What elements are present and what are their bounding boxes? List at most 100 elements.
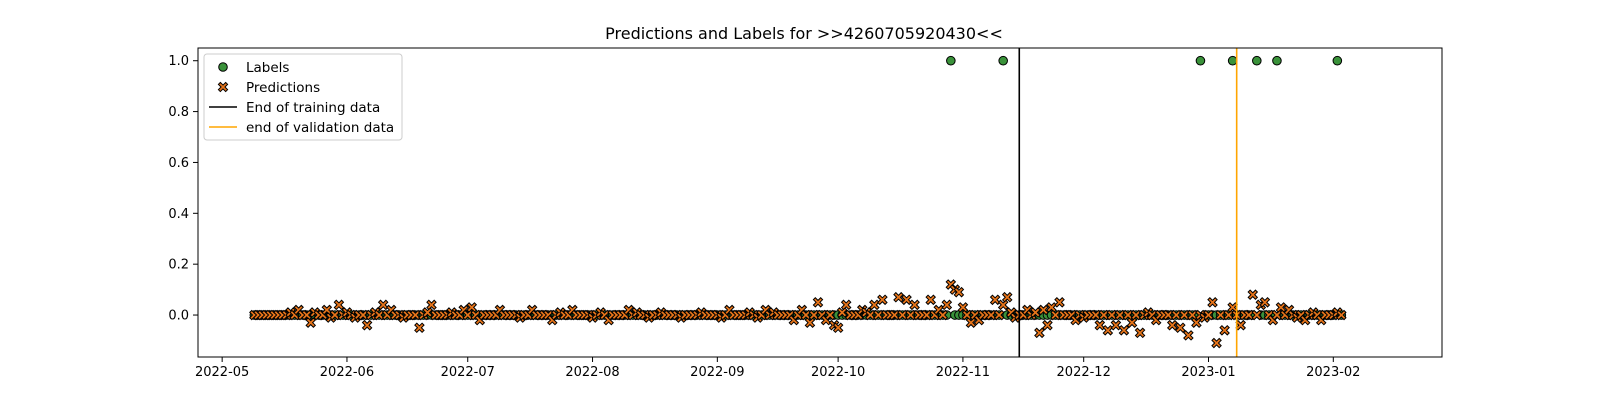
x-tick-label: 2023-01: [1181, 365, 1235, 380]
prediction-point: [1179, 309, 1190, 321]
prediction-point: [1110, 319, 1122, 331]
prediction-point: [1134, 327, 1146, 339]
prediction-point: [873, 309, 884, 321]
prediction-point: [1001, 291, 1013, 303]
prediction-point: [840, 299, 852, 311]
plot-frame: [197, 47, 1443, 358]
prediction-point: [377, 299, 389, 311]
prediction-point: [426, 299, 437, 311]
legend: Labels Predictions End of training data end…: [203, 53, 403, 141]
legend-label: Predictions: [246, 80, 320, 96]
label-point: [946, 55, 956, 66]
prediction-point: [865, 309, 876, 321]
y-tick-label: 1.0: [168, 54, 189, 69]
legend-item: End of training data: [209, 100, 380, 116]
prediction-point: [889, 309, 900, 321]
y-axis: 0.0 0.2 0.4 0.6 0.8 1.0: [168, 54, 198, 324]
prediction-point: [1094, 319, 1106, 331]
legend-item: Predictions: [217, 80, 320, 96]
prediction-point: [909, 299, 920, 311]
prediction-point: [1030, 307, 1041, 318]
prediction-point: [893, 291, 904, 303]
x-tick-label: 2022-08: [565, 365, 619, 380]
y-tick-label: 0.6: [168, 156, 189, 171]
label-point: [1227, 55, 1238, 66]
legend-marker-predictions: [217, 81, 229, 93]
x-tick-label: 2023-02: [1306, 365, 1360, 380]
prediction-point: [941, 299, 953, 311]
prediction-point: [1050, 309, 1061, 321]
prediction-point: [1102, 324, 1114, 336]
prediction-point: [1183, 330, 1194, 341]
prediction-point: [1243, 309, 1255, 321]
label-point: [1272, 55, 1282, 66]
y-tick-label: 0.4: [168, 207, 189, 222]
prediction-point: [333, 299, 345, 311]
prediction-point: [997, 299, 1009, 311]
prediction-point: [897, 309, 908, 321]
prediction-point: [921, 309, 932, 321]
prediction-point: [925, 294, 937, 306]
prediction-point: [812, 297, 824, 308]
prediction-point: [1098, 309, 1110, 321]
prediction-point: [824, 309, 836, 321]
prediction-point: [329, 309, 341, 321]
y-tick-label: 0.2: [168, 258, 189, 273]
x-tick-label: 2022-12: [1057, 365, 1111, 380]
prediction-point: [1130, 309, 1142, 321]
x-tick-label: 2022-05: [195, 365, 249, 380]
prediction-point: [901, 294, 912, 306]
x-tick-label: 2022-11: [936, 365, 990, 380]
prediction-point: [414, 322, 425, 334]
label-point: [1332, 55, 1343, 66]
prediction-point: [1038, 304, 1049, 316]
prediction-point: [305, 317, 317, 328]
prediction-point: [410, 309, 421, 321]
y-tick-label: 0.0: [168, 309, 189, 324]
prediction-point: [1034, 327, 1045, 339]
prediction-point: [1090, 309, 1102, 321]
prediction-point: [993, 309, 1005, 321]
legend-label: Labels: [246, 60, 289, 76]
prediction-point: [905, 309, 916, 321]
prediction-point: [373, 309, 385, 321]
prediction-point: [989, 294, 1001, 306]
label-point: [998, 55, 1008, 66]
prediction-point: [1042, 319, 1053, 331]
legend-item: Labels: [218, 60, 289, 76]
chart-title: Predictions and Labels for >>42607059204…: [605, 24, 1003, 43]
prediction-point: [1227, 302, 1238, 313]
prediction-point: [1259, 297, 1271, 308]
legend-box: [203, 53, 403, 141]
prediction-point: [1219, 324, 1230, 336]
x-tick-label: 2022-09: [690, 365, 744, 380]
prediction-point: [1106, 309, 1118, 321]
x-tick-label: 2022-06: [320, 365, 374, 380]
prediction-point: [1207, 297, 1218, 308]
prediction-point: [832, 322, 844, 334]
label-point: [1195, 55, 1206, 66]
prediction-point: [1247, 289, 1259, 300]
prediction-point: [1166, 319, 1178, 331]
label-point: [1252, 55, 1262, 66]
prediction-point: [1054, 297, 1065, 308]
prediction-point: [1118, 324, 1130, 336]
prediction-point: [1251, 309, 1263, 321]
prediction-point: [953, 286, 965, 298]
legend-marker-labels: [218, 62, 228, 72]
prediction-point: [869, 299, 880, 311]
prediction-point: [1170, 309, 1182, 321]
prediction-point: [1336, 309, 1347, 321]
y-tick-label: 0.8: [168, 105, 189, 120]
prediction-point: [1175, 322, 1186, 334]
x-axis: 2022-05 2022-06 2022-07 2022-08 2022-09 2022-…: [195, 357, 1360, 380]
legend-item: end of validation data: [209, 120, 394, 136]
prediction-point: [1211, 337, 1222, 349]
prediction-point: [1235, 319, 1247, 331]
prediction-point: [937, 309, 949, 321]
legend-label: end of validation data: [246, 120, 394, 136]
prediction-point: [1215, 309, 1226, 321]
prediction-point: [357, 309, 369, 321]
